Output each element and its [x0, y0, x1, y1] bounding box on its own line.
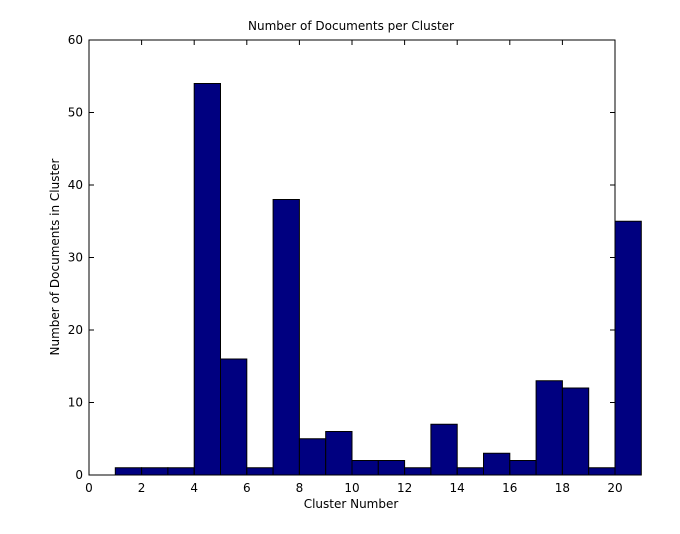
- y-tick-label: 20: [68, 323, 83, 337]
- chart-title: Number of Documents per Cluster: [248, 19, 454, 33]
- bar-cluster-1: [114, 467, 143, 476]
- plot-area: [89, 40, 615, 475]
- y-tick-label: 40: [68, 178, 83, 192]
- bar-cluster-12: [404, 467, 432, 476]
- bar-cluster-9: [325, 431, 353, 476]
- x-tick-label: 16: [502, 481, 517, 495]
- plot-frame: [88, 39, 616, 476]
- ticks-group: 0 2 4 6 8 10 12 14 16 18 20 0 10 20 30 40 50 60: [68, 33, 623, 495]
- bar-cluster-13: [430, 423, 458, 476]
- bar-cluster-11: [377, 460, 406, 476]
- bar-cluster-19: [588, 467, 616, 476]
- bar-cluster-10: [351, 460, 379, 476]
- x-axis-label: Cluster Number: [304, 497, 399, 511]
- bar-cluster-20: [614, 220, 642, 476]
- bars-group: [114, 83, 642, 476]
- x-tick-label: 0: [85, 481, 93, 495]
- y-tick-label: 10: [68, 396, 83, 410]
- bar-cluster-6: [246, 467, 274, 476]
- bar-cluster-3: [167, 467, 195, 476]
- bar-cluster-15: [483, 452, 511, 476]
- x-tick-label: 20: [607, 481, 622, 495]
- bar-cluster-7: [272, 199, 300, 476]
- bar-cluster-2: [141, 467, 169, 476]
- bar-cluster-18: [561, 387, 590, 476]
- x-tick-label: 10: [344, 481, 359, 495]
- bar-cluster-5: [220, 358, 248, 476]
- x-tick-label: 6: [243, 481, 251, 495]
- bar-cluster-14: [456, 467, 485, 476]
- bar-cluster-8: [298, 438, 327, 476]
- x-tick-label: 14: [450, 481, 465, 495]
- x-tick-label: 4: [190, 481, 198, 495]
- y-axis-label: Number of Documents in Cluster: [48, 158, 62, 355]
- bar-cluster-16: [509, 460, 537, 476]
- x-tick-label: 18: [555, 481, 570, 495]
- y-tick-label: 50: [68, 106, 83, 120]
- x-tick-label: 8: [296, 481, 304, 495]
- y-tick-label: 60: [68, 33, 83, 47]
- bar-cluster-17: [535, 380, 563, 476]
- y-tick-label: 30: [68, 251, 83, 265]
- bar-cluster-4: [193, 83, 221, 476]
- y-tick-label: 0: [75, 468, 83, 482]
- x-tick-label: 12: [397, 481, 412, 495]
- x-tick-label: 2: [138, 481, 146, 495]
